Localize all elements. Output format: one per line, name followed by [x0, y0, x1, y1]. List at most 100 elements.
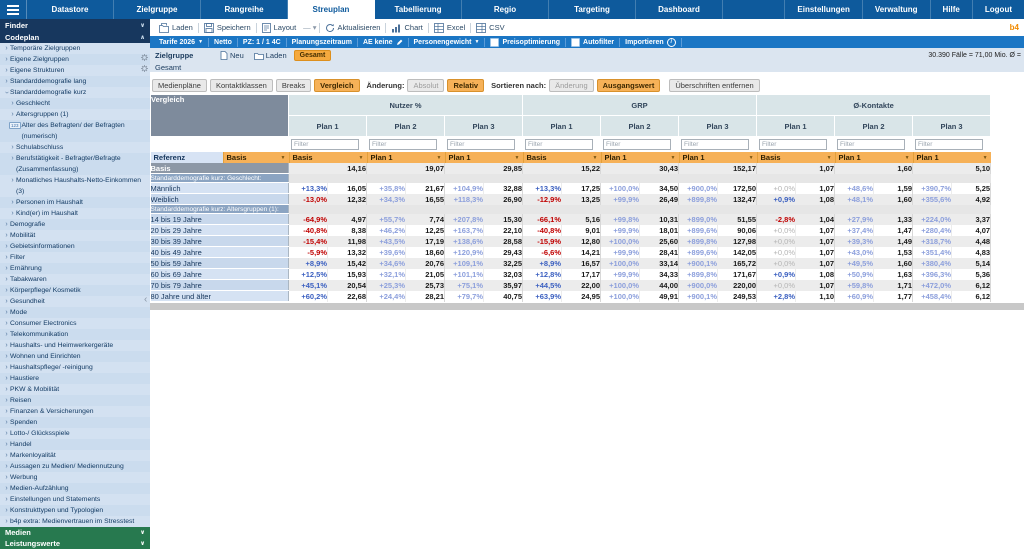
- änderung-button[interactable]: Änderung: [549, 79, 594, 92]
- tab-targeting[interactable]: Targeting: [549, 0, 636, 19]
- sidebar-item-standarddemografie-kurz[interactable]: › Standarddemografie kurz: [0, 87, 150, 98]
- expander-icon[interactable]: ›: [5, 56, 8, 63]
- expander-icon[interactable]: ›: [5, 309, 8, 316]
- reference-select[interactable]: Plan 1 ▼: [678, 152, 757, 163]
- gear-icon[interactable]: [141, 65, 148, 72]
- tab-regio[interactable]: Regio: [462, 0, 549, 19]
- sidebar-collapse-icon[interactable]: ‹: [144, 294, 148, 305]
- reference-select[interactable]: Plan 1 ▼: [600, 152, 679, 163]
- reference-select[interactable]: Plan 1 ▼: [366, 152, 445, 163]
- sidebar-item-ernährung[interactable]: › Ernährung: [0, 263, 150, 274]
- checkbox-icon[interactable]: [571, 37, 581, 47]
- breaks-button[interactable]: Breaks: [275, 79, 312, 92]
- expander-icon[interactable]: ›: [5, 221, 8, 228]
- expander-icon[interactable]: ›: [5, 452, 8, 459]
- chart-button[interactable]: Chart: [386, 23, 427, 33]
- sidebar-item-altersgruppen-1[interactable]: › Altersgruppen (1): [0, 109, 150, 120]
- expander-icon[interactable]: ›: [5, 408, 8, 415]
- expander-icon[interactable]: ›: [5, 353, 8, 360]
- reference-select[interactable]: Basis ▼: [288, 152, 367, 163]
- row-label[interactable]: 14 bis 19 Jahre: [150, 213, 289, 225]
- expander-icon[interactable]: ›: [5, 463, 8, 470]
- expander-icon[interactable]: ›: [5, 375, 8, 382]
- expander-icon[interactable]: ›: [5, 485, 8, 492]
- nav-item-logout[interactable]: Logout: [971, 0, 1024, 19]
- sidebar-item-demografie[interactable]: › Demografie: [0, 219, 150, 230]
- filter-input[interactable]: [837, 138, 906, 150]
- new-button[interactable]: Neu: [217, 51, 247, 60]
- aktualisieren-button[interactable]: Aktualisieren: [320, 23, 386, 33]
- reference-select[interactable]: Basis ▼: [522, 152, 601, 163]
- sidebar-item-geschlecht[interactable]: › Geschlecht: [0, 98, 150, 109]
- expander-icon[interactable]: ›: [5, 342, 8, 349]
- sidebar-item-haustiere[interactable]: › Haustiere: [0, 373, 150, 384]
- row-label[interactable]: 50 bis 59 Jahre: [150, 257, 289, 269]
- sidebar-item-gebietsinformationen[interactable]: › Gebietsinformationen: [0, 241, 150, 252]
- section-header-leistungswerte[interactable]: Leistungswerte ∨: [0, 538, 150, 549]
- gear-icon[interactable]: [141, 54, 148, 61]
- expander-icon[interactable]: ›: [11, 199, 14, 206]
- expander-icon[interactable]: ›: [5, 254, 8, 261]
- reference-select[interactable]: Basis ▼: [756, 152, 835, 163]
- filter-input[interactable]: [681, 138, 749, 150]
- expander-icon[interactable]: ›: [5, 419, 8, 426]
- section-header-medien[interactable]: Medien ∨: [0, 527, 150, 538]
- nav-item-verwaltung[interactable]: Verwaltung: [861, 0, 930, 19]
- row-label[interactable]: 60 bis 69 Jahre: [150, 268, 289, 280]
- layout-preset-dropdown[interactable]: — ▾: [303, 23, 317, 32]
- laden-button[interactable]: Laden: [154, 22, 198, 33]
- filter-input[interactable]: [759, 138, 828, 150]
- setting-preisoptimierung[interactable]: Preisoptimierung: [485, 37, 567, 47]
- excel-button[interactable]: Excel: [429, 22, 470, 33]
- expander-icon[interactable]: ›: [5, 276, 8, 283]
- nav-item-hilfe[interactable]: Hilfe: [929, 0, 972, 19]
- speichern-button[interactable]: Speichern: [199, 22, 256, 33]
- sidebar-item-reisen[interactable]: › Reisen: [0, 395, 150, 406]
- sidebar-item-einstellungen-und-statements[interactable]: › Einstellungen und Statements: [0, 494, 150, 505]
- expander-icon[interactable]: ›: [11, 177, 14, 184]
- sidebar-item-telekommunikation[interactable]: › Telekommunikation: [0, 329, 150, 340]
- setting-autofilter[interactable]: Autofilter: [566, 37, 621, 47]
- load-button[interactable]: Laden: [251, 51, 290, 60]
- filter-input[interactable]: [291, 138, 359, 150]
- expander-icon[interactable]: ›: [5, 364, 8, 371]
- expander-icon[interactable]: ›: [5, 232, 8, 239]
- expander-icon[interactable]: ›: [5, 474, 8, 481]
- tab-rangreihe[interactable]: Rangreihe: [201, 0, 288, 19]
- expander-icon[interactable]: ›: [5, 331, 8, 338]
- sidebar-item-kind-er-im-haushalt[interactable]: › Kind(er) im Haushalt: [0, 208, 150, 219]
- sidebar-item-konstrukttypen-und-typologien[interactable]: › Konstrukttypen und Typologien: [0, 505, 150, 516]
- row-label[interactable]: 30 bis 39 Jahre: [150, 235, 289, 247]
- row-label[interactable]: 40 bis 49 Jahre: [150, 246, 289, 258]
- sidebar-item-finanzen-versicherungen[interactable]: › Finanzen & Versicherungen: [0, 406, 150, 417]
- row-label[interactable]: 70 bis 79 Jahre: [150, 279, 289, 291]
- reference-select[interactable]: Plan 1 ▼: [444, 152, 523, 163]
- expander-icon[interactable]: ›: [5, 67, 8, 74]
- sidebar-item-aussagen-zu-medien-mediennutzung[interactable]: › Aussagen zu Medien/ Mediennutzung: [0, 461, 150, 472]
- medienpläne-button[interactable]: Medienpläne: [152, 79, 207, 92]
- ausgangswert-button[interactable]: Ausgangswert: [596, 79, 661, 92]
- expander-icon[interactable]: ›: [5, 441, 8, 448]
- expander-icon[interactable]: ›: [5, 430, 8, 437]
- tab-streuplan[interactable]: Streuplan: [288, 0, 375, 19]
- layout-button[interactable]: Layout: [257, 22, 302, 33]
- expander-icon[interactable]: ›: [5, 243, 8, 250]
- row-label[interactable]: Weiblich: [150, 193, 289, 205]
- vergleich-button[interactable]: Vergleich: [314, 79, 360, 92]
- menu-icon[interactable]: [0, 0, 27, 19]
- kontaktklassen-button[interactable]: Kontaktklassen: [209, 79, 273, 92]
- expander-icon[interactable]: ›: [5, 518, 8, 525]
- setting-tarife-2026[interactable]: Tarife 2026 ▼: [154, 37, 210, 47]
- sidebar-item-filter[interactable]: › Filter: [0, 252, 150, 263]
- setting-importieren[interactable]: Importieren i: [620, 37, 682, 47]
- expander-icon[interactable]: ›: [11, 210, 14, 217]
- codeplan-header[interactable]: Codeplan ∧: [0, 31, 150, 43]
- sidebar-item-standarddemografie-lang[interactable]: › Standarddemografie lang: [0, 76, 150, 87]
- expander-icon[interactable]: ›: [11, 144, 14, 151]
- tab-tabellierung[interactable]: Tabellierung: [375, 0, 462, 19]
- nav-item-einstellungen[interactable]: Einstellungen: [784, 0, 861, 19]
- finder-header[interactable]: Finder ∨: [0, 19, 150, 31]
- zielgruppe-chip[interactable]: Gesamt: [293, 50, 332, 61]
- setting-ae-keine[interactable]: AE keine: [358, 37, 409, 47]
- sidebar-item-personen-im-haushalt[interactable]: › Personen im Haushalt: [0, 197, 150, 208]
